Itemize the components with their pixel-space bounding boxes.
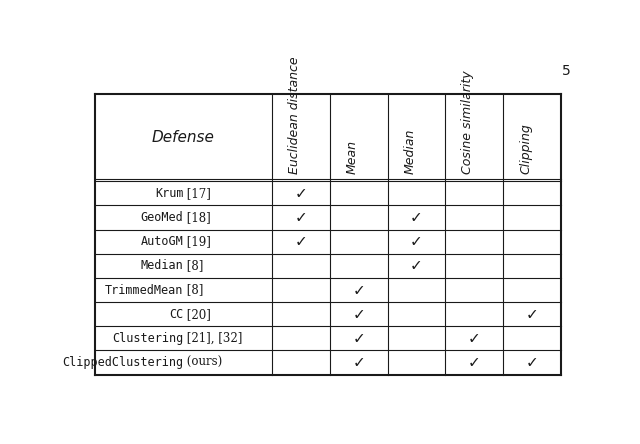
Text: Cosine similarity: Cosine similarity xyxy=(461,71,474,174)
Text: Clipping: Clipping xyxy=(519,123,532,174)
Text: ✓: ✓ xyxy=(468,355,481,370)
Text: [20]: [20] xyxy=(184,308,211,321)
Text: (ours): (ours) xyxy=(184,356,223,369)
Text: Median: Median xyxy=(141,259,184,272)
Text: ✓: ✓ xyxy=(410,210,423,225)
Text: ✓: ✓ xyxy=(353,355,365,370)
Text: Mean: Mean xyxy=(346,140,359,174)
Text: [21], [32]: [21], [32] xyxy=(184,332,243,345)
Text: Krum: Krum xyxy=(155,187,184,200)
Text: ✓: ✓ xyxy=(526,307,539,322)
Text: ✓: ✓ xyxy=(353,331,365,346)
Text: [19]: [19] xyxy=(184,235,211,248)
Text: CC: CC xyxy=(169,308,184,321)
Text: ✓: ✓ xyxy=(353,282,365,297)
Text: ✓: ✓ xyxy=(294,234,307,249)
Text: ✓: ✓ xyxy=(294,186,307,201)
Text: [18]: [18] xyxy=(184,211,211,224)
Text: ✓: ✓ xyxy=(526,355,539,370)
Text: 5: 5 xyxy=(563,63,571,78)
Text: AutoGM: AutoGM xyxy=(141,235,184,248)
Text: Clustering: Clustering xyxy=(112,332,184,345)
Text: ClippedClustering: ClippedClustering xyxy=(62,356,184,369)
Text: ✓: ✓ xyxy=(468,331,481,346)
Text: ✓: ✓ xyxy=(353,307,365,322)
Text: ✓: ✓ xyxy=(410,234,423,249)
Text: [17]: [17] xyxy=(184,187,211,200)
Text: Euclidean distance: Euclidean distance xyxy=(288,57,301,174)
Text: Defense: Defense xyxy=(152,130,215,145)
Text: ✓: ✓ xyxy=(294,210,307,225)
Text: Median: Median xyxy=(404,129,417,174)
Text: TrimmedMean: TrimmedMean xyxy=(105,284,184,297)
Text: ✓: ✓ xyxy=(410,258,423,274)
Text: [8]: [8] xyxy=(184,284,204,297)
Text: GeoMed: GeoMed xyxy=(141,211,184,224)
Text: [8]: [8] xyxy=(184,259,204,272)
